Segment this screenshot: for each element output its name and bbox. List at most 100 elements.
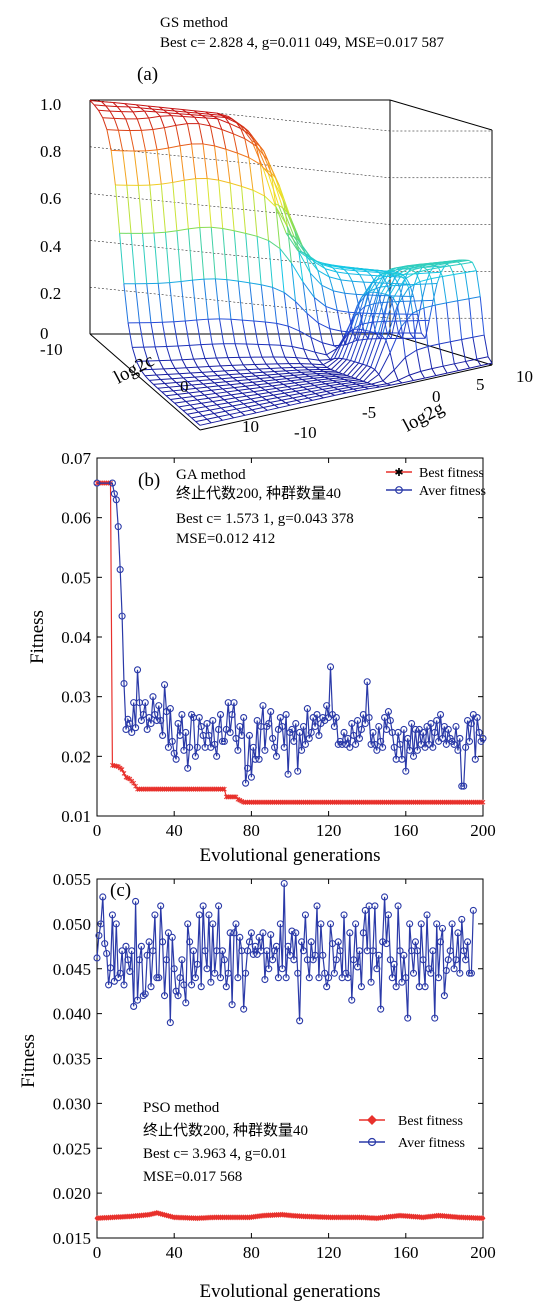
mesh-line — [364, 291, 370, 307]
data-point — [259, 702, 267, 710]
mesh-line — [389, 326, 402, 353]
mesh-line — [283, 383, 288, 388]
mesh-line — [295, 301, 308, 314]
mesh-line — [412, 313, 418, 351]
mesh-line — [205, 111, 210, 115]
mesh-line — [127, 322, 133, 348]
mesh-line — [137, 185, 144, 234]
mesh-line — [379, 384, 392, 388]
mesh-line — [203, 279, 209, 320]
mesh-line — [178, 404, 191, 408]
mesh-line — [438, 343, 444, 367]
data-point — [355, 947, 364, 955]
mesh-line — [217, 118, 230, 124]
mesh-line — [305, 373, 310, 377]
data-point — [166, 1019, 174, 1027]
mesh-line — [242, 391, 254, 394]
data-point — [427, 719, 435, 728]
mesh-line — [378, 295, 384, 314]
mesh-line — [286, 226, 300, 253]
mesh-line — [194, 408, 199, 413]
mesh-line — [188, 345, 195, 360]
mesh-line — [320, 263, 326, 270]
data-point — [288, 927, 296, 935]
data-point — [168, 737, 176, 745]
mesh-line — [313, 377, 318, 381]
data-point — [166, 705, 174, 713]
mesh-line — [151, 108, 164, 111]
mesh-line — [294, 380, 307, 384]
mesh-line — [247, 404, 260, 408]
data-point — [132, 897, 140, 905]
mesh-line — [228, 400, 240, 404]
data-point — [369, 728, 377, 737]
mesh-line — [299, 330, 312, 338]
mesh-line — [149, 379, 161, 381]
mesh-line — [132, 111, 138, 120]
mesh-line — [183, 377, 188, 382]
mesh-line — [263, 380, 269, 384]
data-point — [209, 920, 217, 928]
mesh-line — [374, 270, 379, 273]
mesh-line — [240, 409, 253, 413]
mesh-line — [386, 332, 392, 339]
mesh-line — [400, 326, 406, 358]
mesh-line — [239, 124, 245, 128]
mesh-line — [179, 145, 185, 181]
mesh-line — [268, 240, 281, 250]
mesh-line — [310, 383, 315, 386]
mesh-line — [313, 259, 318, 263]
mesh-line — [323, 394, 335, 399]
mesh-line — [148, 115, 161, 119]
mesh-line — [465, 361, 470, 369]
data-point — [431, 1014, 439, 1022]
mesh-line — [394, 313, 399, 334]
x-tick-label: 120 — [316, 1243, 342, 1262]
legend-c-best-marker — [367, 1115, 377, 1125]
mesh-line — [216, 402, 229, 406]
data-point — [249, 743, 257, 751]
mesh-line — [136, 361, 142, 371]
mesh-line — [360, 385, 365, 388]
ga-note-1: GA method — [176, 467, 246, 483]
data-point — [226, 728, 234, 737]
mesh-line — [322, 388, 327, 392]
mesh-line — [335, 370, 340, 374]
mesh-line — [336, 380, 349, 383]
mesh-line — [428, 300, 434, 321]
mesh-line — [415, 265, 420, 267]
mesh-line — [299, 390, 312, 395]
mesh-line — [229, 414, 234, 419]
mesh-line — [298, 384, 304, 388]
data-point — [467, 969, 475, 977]
mesh-line — [333, 387, 339, 390]
mesh-line — [315, 390, 327, 395]
mesh-line — [247, 406, 253, 411]
data-point — [195, 911, 203, 919]
mesh-line — [306, 388, 312, 392]
mesh-line — [384, 274, 396, 278]
mesh-line — [109, 110, 115, 119]
data-point — [352, 740, 360, 748]
mesh-line — [306, 312, 319, 324]
y-tick-label: 0.07 — [61, 449, 91, 468]
data-point — [427, 969, 435, 977]
mesh-line — [228, 123, 234, 134]
data-point — [276, 713, 284, 722]
mesh-line — [172, 182, 178, 231]
mesh-line — [236, 406, 248, 410]
mesh-line — [352, 280, 364, 283]
mesh-line — [392, 297, 398, 306]
mesh-line — [363, 332, 369, 340]
data-point — [153, 716, 161, 725]
series-aver-fitness — [93, 879, 477, 1027]
mesh-line — [337, 340, 343, 349]
mesh-line — [368, 281, 374, 292]
mesh-line — [174, 401, 186, 404]
mesh-line — [221, 377, 234, 380]
data-point — [132, 724, 140, 732]
data-point — [465, 737, 474, 745]
data-point — [135, 956, 144, 964]
y-tick-label: 0.025 — [53, 1139, 91, 1158]
data-point — [330, 969, 338, 977]
